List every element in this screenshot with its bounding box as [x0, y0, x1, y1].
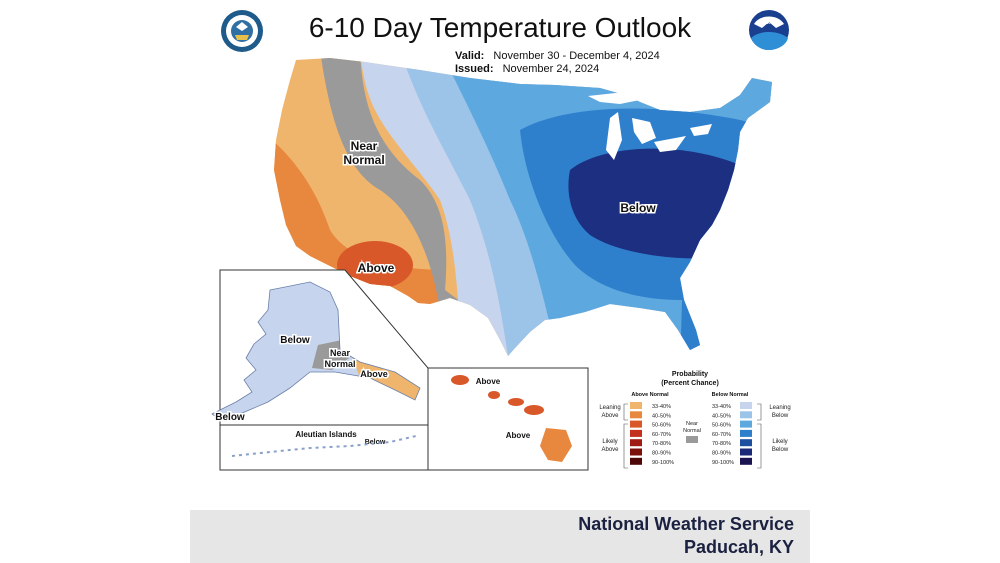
legend-below-swatch — [740, 457, 752, 465]
near-normal-label-1: Near — [351, 139, 378, 153]
legend-likely-above-1: Likely — [602, 439, 617, 445]
legend-above-bin: 60-70% — [652, 432, 671, 438]
ak-near-label-1: Near — [330, 348, 351, 358]
legend-above-bin: 50-60% — [652, 423, 671, 429]
legend-leaning-above-1: Leaning — [599, 405, 620, 411]
alaska-inset: Below Near Normal Above Below — [211, 269, 429, 426]
legend-title-1: Probability — [672, 371, 708, 378]
legend-near-swatch — [686, 436, 698, 443]
footer-banner: National Weather Service Paducah, KY — [190, 510, 810, 563]
legend-above-swatch — [630, 420, 642, 428]
legend-above-swatch — [630, 448, 642, 456]
legend-above-bin: 90-100% — [652, 460, 674, 466]
above-label: Above — [358, 261, 395, 275]
legend-below-swatch — [740, 439, 752, 447]
issued-value: November 24, 2024 — [502, 63, 600, 75]
map-svg: Near Normal Above Below Below Near Norma… — [211, 10, 791, 471]
probability-legend: Probability (Percent Chance) Above Norma… — [599, 371, 791, 469]
legend-above-bin: 40-50% — [652, 413, 671, 419]
issued-line: Issued: November 24, 2024 — [455, 63, 599, 75]
legend-likely-below-1: Likely — [772, 439, 787, 445]
valid-label: Valid: — [455, 50, 485, 62]
legend-below-bin: 80-90% — [712, 451, 731, 457]
issued-label: Issued: — [455, 63, 494, 75]
legend-likely-below-2: Below — [772, 447, 789, 453]
legend-below-swatch — [740, 448, 752, 456]
legend-likely-above-2: Above — [601, 447, 619, 453]
noaa-logo: NOAA — [749, 10, 789, 50]
legend-below-bin: 50-60% — [712, 423, 731, 429]
aleutian-below-label: Below — [365, 439, 386, 446]
valid-line: Valid: November 30 - December 4, 2024 — [455, 50, 660, 62]
legend-below-bin: 90-100% — [712, 460, 734, 466]
legend-leaning-above-2: Above — [601, 413, 619, 419]
legend-below-bin: 33-40% — [712, 404, 731, 410]
legend-above-swatch — [630, 402, 642, 409]
legend-below-bin: 40-50% — [712, 413, 731, 419]
legend-below-swatch — [740, 402, 752, 409]
legend-near-2: Normal — [683, 428, 701, 434]
footer-line-1: National Weather Service — [578, 514, 794, 534]
legend-above-bin: 80-90% — [652, 451, 671, 457]
legend-leaning-below-2: Below — [772, 413, 789, 419]
below-label: Below — [620, 201, 656, 215]
legend-above-swatch — [630, 429, 642, 437]
svg-text:NOAA: NOAA — [762, 20, 777, 26]
legend-below-bin: 60-70% — [712, 432, 731, 438]
ak-near-label-2: Normal — [324, 359, 355, 369]
footer-line-2: Paducah, KY — [683, 537, 794, 557]
legend-below-swatch — [740, 411, 752, 419]
legend-above-header: Above Normal — [631, 392, 669, 398]
hawaii-inset: Above Above — [427, 367, 589, 471]
legend-near-1: Near — [686, 421, 698, 427]
ak-above-label: Above — [360, 369, 388, 379]
legend-below-swatch — [740, 429, 752, 437]
legend-below-swatch — [740, 420, 752, 428]
near-normal-label-2: Normal — [343, 153, 384, 167]
hawaii-above-label-1: Above — [476, 377, 501, 386]
legend-above-bin: 33-40% — [652, 404, 671, 410]
ak-below-label: Below — [280, 335, 310, 346]
great-lakes — [588, 92, 712, 160]
legend-below-header: Below Normal — [712, 392, 749, 398]
valid-value: November 30 - December 4, 2024 — [493, 50, 660, 62]
ak-below-sw-label: Below — [215, 412, 245, 423]
above-core-zone — [337, 241, 413, 289]
below-core-zone — [568, 148, 740, 259]
near-normal-zone — [320, 58, 465, 310]
hawaii-above-label-2: Above — [506, 431, 531, 440]
legend-title-2: (Percent Chance) — [661, 380, 719, 387]
legend-above-swatch — [630, 411, 642, 419]
legend-above-swatch — [630, 457, 642, 465]
aleutian-inset: Aleutian Islands Below — [219, 424, 429, 471]
legend-below-bin: 70-80% — [712, 441, 731, 447]
legend-leaning-below-1: Leaning — [769, 405, 790, 411]
aleutian-title: Aleutian Islands — [295, 430, 357, 439]
legend-above-swatch — [630, 439, 642, 447]
legend-above-bin: 70-80% — [652, 441, 671, 447]
doc-seal-logo — [221, 10, 263, 52]
map-title: 6-10 Day Temperature Outlook — [308, 12, 692, 43]
